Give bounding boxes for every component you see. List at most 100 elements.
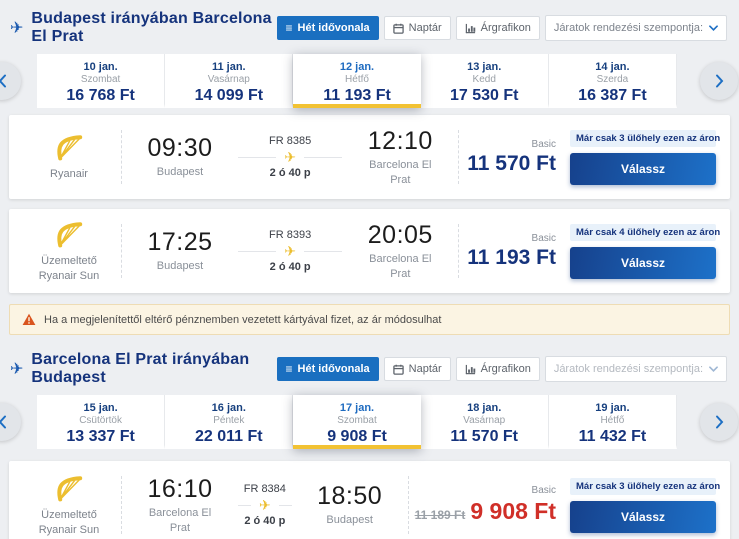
calendar-button[interactable]: Naptár (383, 357, 451, 381)
date-tab[interactable]: 10 jan. Szombat 16 768 Ft (37, 54, 166, 108)
tab-date: 15 jan. (83, 402, 118, 414)
next-dates-button[interactable] (700, 403, 739, 441)
select-button[interactable]: Válassz (570, 246, 716, 279)
tab-day: Csütörtök (79, 415, 122, 426)
chevron-down-icon (709, 366, 718, 372)
sort-dropdown[interactable]: Járatok rendezési szempontja: (544, 356, 727, 382)
price-chart-button[interactable]: Árgrafikon (455, 357, 540, 381)
calendar-icon (392, 23, 404, 34)
date-tab-selected[interactable]: 12 jan. Hétfő 11 193 Ft (293, 54, 421, 108)
price-block: Basic 11 193 Ft (465, 233, 570, 270)
departure: 16:10 Barcelona El Prat (128, 475, 232, 535)
date-tab[interactable]: 18 jan. Vasárnap 11 570 Ft (420, 395, 549, 449)
date-tab[interactable]: 11 jan. Vasárnap 14 099 Ft (165, 54, 294, 108)
view-toolbar: ≡ Hét idővonala Naptár Árgrafikon Járato… (276, 15, 727, 41)
date-tabs: 15 jan. Csütörtök 13 337 Ft 16 jan. Pént… (0, 395, 739, 449)
plane-icon: ✈ (258, 497, 271, 513)
airline-name: Ryanair (50, 168, 88, 181)
operator-label: Ryanair Sun (38, 523, 100, 536)
tab-date: 16 jan. (211, 402, 246, 414)
tab-price: 22 011 Ft (195, 428, 263, 445)
ryanair-harp-icon (57, 135, 83, 161)
departure-time: 16:10 (147, 475, 213, 504)
next-dates-button[interactable] (700, 62, 739, 100)
date-tab[interactable]: 14 jan. Szerda 16 387 Ft (548, 54, 678, 108)
select-button[interactable]: Válassz (570, 500, 716, 533)
seats-badge: Már csak 3 ülőhely ezen az áron (570, 477, 720, 495)
tab-price: 16 768 Ft (66, 87, 135, 104)
seats-badge: Már csak 3 ülőhely ezen az áron (570, 129, 720, 147)
flight-route: FR 8385 ✈ 2 ó 40 p (232, 135, 348, 179)
calendar-label: Naptár (408, 363, 442, 375)
airline-info: Ryanair (23, 132, 115, 182)
tab-day: Vasárnap (463, 415, 506, 426)
fare-class: Basic (531, 485, 556, 496)
sort-dropdown[interactable]: Járatok rendezési szempontja: (544, 15, 727, 41)
tab-day: Kedd (472, 74, 496, 85)
date-tab[interactable]: 13 jan. Kedd 17 530 Ft (420, 54, 549, 108)
action-block: Már csak 3 ülőhely ezen az áron Válassz (570, 477, 720, 533)
departure-time: 17:25 (147, 228, 213, 257)
menu-icon: ≡ (285, 21, 293, 35)
tab-date: 10 jan. (83, 61, 118, 73)
tab-day: Szerda (596, 74, 629, 85)
calendar-button[interactable]: Naptár (383, 16, 451, 40)
plane-takeoff-icon: ✈ (10, 361, 24, 378)
warning-text: Ha a megjelenítettől eltérő pénznemben v… (44, 313, 442, 326)
date-tabs: 10 jan. Szombat 16 768 Ft 11 jan. Vasárn… (0, 54, 739, 108)
sort-label: Járatok rendezési szempontja: (553, 363, 703, 375)
divider (121, 130, 122, 184)
bar-chart-icon (465, 23, 476, 34)
tab-price: 11 193 Ft (323, 87, 391, 104)
bar-chart-icon (465, 364, 476, 375)
date-tab[interactable]: 16 jan. Péntek 22 011 Ft (165, 395, 294, 449)
tab-day: Péntek (213, 415, 245, 426)
tab-price: 13 337 Ft (66, 428, 135, 445)
flight-route: FR 8384 ✈ 2 ó 40 p (232, 483, 298, 527)
chevron-left-icon (0, 415, 6, 429)
flight-price: 11 570 Ft (467, 151, 556, 175)
warning-icon (22, 313, 36, 325)
flight-card: Üzemeltető Ryanair Sun 16:10 Barcelona E… (9, 461, 730, 539)
divider (458, 130, 460, 184)
departure: 09:30 Budapest (128, 134, 232, 179)
week-timeline-button[interactable]: ≡ Hét idővonala (276, 16, 379, 40)
flight-price: 11 193 Ft (467, 245, 556, 269)
route-title: Barcelona El Prat irányában Budapest (31, 351, 250, 386)
date-tab-selected[interactable]: 17 jan. Szombat 9 908 Ft (293, 395, 421, 449)
action-block: Már csak 3 ülőhely ezen az áron Válassz (570, 129, 720, 185)
flight-number: FR 8385 (269, 135, 312, 147)
prev-dates-button[interactable] (0, 62, 21, 100)
flight-duration: 2 ó 40 p (244, 515, 286, 527)
tab-price: 11 432 Ft (578, 428, 647, 445)
departure: 17:25 Budapest (128, 228, 232, 273)
flight-card: Ryanair 09:30 Budapest FR 8385 ✈ 2 ó 40 … (9, 115, 730, 199)
tab-price: 11 570 Ft (450, 428, 519, 445)
price-chart-button[interactable]: Árgrafikon (455, 16, 540, 40)
operator-prefix: Üzemeltető (41, 254, 97, 267)
arrival: 18:50 Budapest (298, 482, 402, 527)
calendar-label: Naptár (408, 22, 442, 34)
plane-takeoff-icon: ✈ (10, 20, 24, 37)
fare-class: Basic (531, 232, 556, 244)
prev-dates-button[interactable] (0, 403, 21, 441)
date-tab[interactable]: 19 jan. Hétfő 11 432 Ft (548, 395, 678, 449)
departure-time: 09:30 (147, 134, 213, 163)
arrival-time: 20:05 (367, 221, 433, 250)
return-section: ✈ Barcelona El Prat irányában Budapest ≡… (0, 341, 739, 539)
operator-label: Ryanair Sun (38, 269, 100, 282)
warning-banner: Ha a megjelenítettől eltérő pénznemben v… (9, 304, 730, 335)
week-timeline-button[interactable]: ≡ Hét idővonala (276, 357, 379, 381)
date-tab[interactable]: 15 jan. Csütörtök 13 337 Ft (37, 395, 166, 449)
arrival: 20:05 Barcelona El Prat (348, 221, 452, 281)
arrival-city: Budapest (326, 514, 373, 527)
arrival-city: Barcelona El Prat (369, 159, 432, 186)
tab-date: 18 jan. (467, 402, 502, 414)
flight-number: FR 8384 (243, 483, 286, 495)
select-button[interactable]: Válassz (570, 152, 716, 185)
departure-city: Budapest (156, 166, 204, 179)
tab-date: 12 jan. (339, 61, 375, 73)
sort-label: Járatok rendezési szempontja: (553, 22, 703, 34)
outbound-section: ✈ Budapest irányában Barcelona El Prat ≡… (0, 0, 739, 335)
tab-date: 11 jan. (211, 61, 246, 73)
